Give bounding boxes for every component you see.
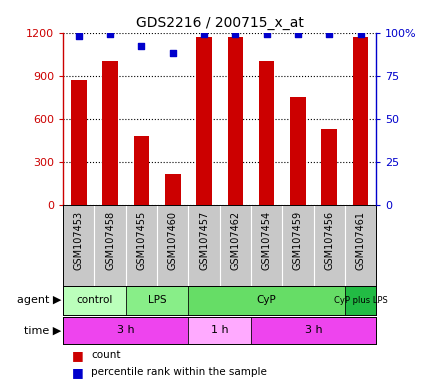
Bar bbox=[289, 98, 305, 205]
Bar bbox=[227, 37, 243, 205]
Text: GSM107453: GSM107453 bbox=[74, 211, 83, 270]
Bar bbox=[102, 61, 118, 205]
Text: GSM107457: GSM107457 bbox=[199, 211, 208, 270]
Point bbox=[75, 33, 82, 39]
Text: GSM107459: GSM107459 bbox=[293, 211, 302, 270]
Text: ■: ■ bbox=[72, 366, 83, 379]
Text: 1 h: 1 h bbox=[210, 325, 228, 335]
Text: CyP: CyP bbox=[256, 295, 276, 306]
Bar bbox=[164, 174, 180, 205]
Point bbox=[231, 31, 238, 37]
Text: agent ▶: agent ▶ bbox=[16, 295, 61, 306]
Text: CyP plus LPS: CyP plus LPS bbox=[333, 296, 387, 305]
Bar bbox=[352, 37, 368, 205]
Text: 3 h: 3 h bbox=[304, 325, 322, 335]
Bar bbox=[196, 37, 211, 205]
Point bbox=[200, 31, 207, 37]
Bar bbox=[321, 129, 336, 205]
Bar bbox=[125, 286, 188, 315]
Text: count: count bbox=[91, 350, 121, 360]
Bar bbox=[71, 80, 86, 205]
Point bbox=[169, 50, 176, 56]
Text: GSM107458: GSM107458 bbox=[105, 211, 115, 270]
Bar bbox=[63, 317, 188, 344]
Bar bbox=[133, 136, 149, 205]
Point bbox=[356, 31, 363, 37]
Point bbox=[263, 31, 270, 37]
Text: GSM107456: GSM107456 bbox=[324, 211, 333, 270]
Text: GSM107460: GSM107460 bbox=[168, 211, 177, 270]
Bar bbox=[188, 286, 344, 315]
Text: control: control bbox=[76, 295, 112, 306]
Point bbox=[325, 31, 332, 37]
Text: LPS: LPS bbox=[148, 295, 166, 306]
Bar bbox=[258, 61, 274, 205]
Text: GSM107454: GSM107454 bbox=[261, 211, 271, 270]
Title: GDS2216 / 200715_x_at: GDS2216 / 200715_x_at bbox=[135, 16, 303, 30]
Text: GSM107462: GSM107462 bbox=[230, 211, 240, 270]
Text: GSM107461: GSM107461 bbox=[355, 211, 365, 270]
Bar bbox=[344, 286, 375, 315]
Bar bbox=[63, 286, 125, 315]
Point bbox=[294, 31, 301, 37]
Text: ■: ■ bbox=[72, 349, 83, 362]
Point bbox=[138, 43, 145, 50]
Text: percentile rank within the sample: percentile rank within the sample bbox=[91, 367, 266, 377]
Bar bbox=[188, 317, 250, 344]
Text: 3 h: 3 h bbox=[117, 325, 134, 335]
Text: time ▶: time ▶ bbox=[23, 325, 61, 335]
Text: GSM107455: GSM107455 bbox=[136, 211, 146, 270]
Bar bbox=[250, 317, 375, 344]
Point bbox=[106, 31, 113, 37]
